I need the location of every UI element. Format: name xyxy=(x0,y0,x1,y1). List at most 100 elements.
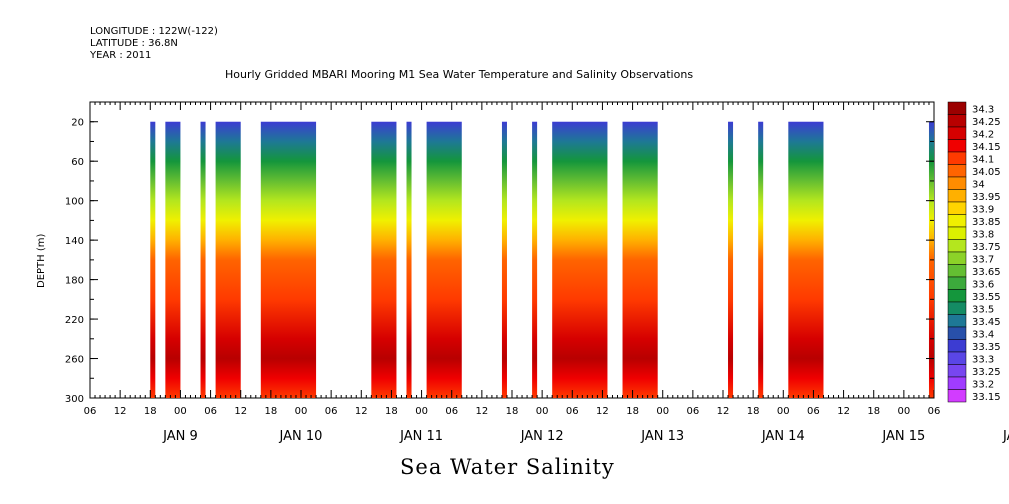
x-tick-label: 00 xyxy=(295,406,308,417)
colorbar-label: 34.25 xyxy=(972,117,1001,128)
colorbar-label: 33.2 xyxy=(972,380,994,391)
colorbar-label: 33.35 xyxy=(972,342,1001,353)
colorbar-swatch xyxy=(947,101,967,115)
colorbar-label: 33.3 xyxy=(972,355,994,366)
colorbar-swatch xyxy=(947,226,967,240)
x-tick-label: 12 xyxy=(234,406,247,417)
day-label: JAN 9 xyxy=(162,429,198,444)
data-segment xyxy=(260,121,317,398)
x-tick-label: 12 xyxy=(114,406,127,417)
colorbar-swatch xyxy=(947,139,967,153)
x-tick-label: 06 xyxy=(445,406,458,417)
colorbar-swatch xyxy=(947,326,967,340)
x-tick-label: 06 xyxy=(566,406,579,417)
colorbar-swatch xyxy=(947,164,967,178)
x-tick-label: 06 xyxy=(807,406,820,417)
x-tick-label: 00 xyxy=(536,406,549,417)
day-label: JAN 13 xyxy=(640,429,684,444)
x-tick-label: 12 xyxy=(717,406,730,417)
colorbar-swatch xyxy=(947,264,967,278)
colorbar-label: 33.95 xyxy=(972,192,1001,203)
x-tick-label: 00 xyxy=(415,406,428,417)
x-tick-label: 18 xyxy=(385,406,398,417)
x-tick-label: 00 xyxy=(174,406,187,417)
x-tick-label: 18 xyxy=(144,406,157,417)
data-segment xyxy=(426,121,462,398)
data-segment xyxy=(532,121,538,398)
colorbar-label: 34.2 xyxy=(972,130,994,141)
y-tick-label: 100 xyxy=(65,197,84,208)
x-tick-label: 00 xyxy=(897,406,910,417)
colorbar-swatch xyxy=(947,189,967,203)
x-tick-label: 06 xyxy=(325,406,338,417)
year-label: YEAR : 2011 xyxy=(90,50,152,61)
colorbar-swatch xyxy=(947,214,967,228)
colorbar-label: 33.15 xyxy=(972,392,1001,403)
colorbar-label: 33.4 xyxy=(972,330,994,341)
day-label: JAN 16 xyxy=(1002,429,1009,444)
colorbar-label: 33.5 xyxy=(972,305,994,316)
data-segment xyxy=(501,121,507,398)
data-segment xyxy=(728,121,734,398)
x-tick-label: 12 xyxy=(355,406,368,417)
x-axis-title: Sea Water Salinity xyxy=(400,455,615,479)
colorbar-label: 33.45 xyxy=(972,317,1001,328)
colorbar-swatch xyxy=(947,126,967,140)
x-tick-label: 12 xyxy=(475,406,488,417)
colorbar-swatch xyxy=(947,239,967,253)
x-tick-label: 12 xyxy=(596,406,609,417)
colorbar-label: 33.55 xyxy=(972,292,1001,303)
latitude-label: LATITUDE : 36.8N xyxy=(90,38,178,49)
colorbar-swatch xyxy=(947,289,967,303)
colorbar-swatch xyxy=(947,339,967,353)
y-tick-label: 140 xyxy=(65,236,84,247)
colorbar-label: 34 xyxy=(972,180,985,191)
colorbar-swatch xyxy=(947,314,967,328)
colorbar-swatch xyxy=(947,389,967,403)
x-tick-label: 00 xyxy=(656,406,669,417)
longitude-label: LONGITUDE : 122W(-122) xyxy=(90,26,218,37)
colorbar-swatch xyxy=(947,376,967,390)
day-label: JAN 15 xyxy=(881,429,925,444)
x-tick-label: 18 xyxy=(506,406,519,417)
colorbar-label: 34.3 xyxy=(972,105,994,116)
colorbar-label: 33.8 xyxy=(972,230,994,241)
y-tick-label: 300 xyxy=(65,394,84,405)
colorbar-label: 33.65 xyxy=(972,267,1001,278)
colorbar-swatch xyxy=(947,364,967,378)
x-tick-label: 18 xyxy=(747,406,760,417)
colorbar-label: 34.15 xyxy=(972,142,1001,153)
colorbar-swatch xyxy=(947,251,967,265)
y-tick-label: 20 xyxy=(71,118,84,129)
colorbar-label: 33.75 xyxy=(972,242,1001,253)
colorbar-label: 33.9 xyxy=(972,205,994,216)
y-tick-label: 260 xyxy=(65,355,84,366)
colorbar-swatch xyxy=(947,201,967,215)
y-tick-label: 60 xyxy=(71,157,84,168)
x-tick-label: 06 xyxy=(928,406,941,417)
x-tick-label: 18 xyxy=(867,406,880,417)
colorbar-label: 33.85 xyxy=(972,217,1001,228)
colorbar-swatch xyxy=(947,276,967,290)
x-tick-label: 06 xyxy=(204,406,217,417)
y-tick-label: 180 xyxy=(65,276,84,287)
data-segment xyxy=(552,121,608,398)
data-segment xyxy=(622,121,658,398)
colorbar-swatch xyxy=(947,176,967,190)
data-segment xyxy=(150,121,156,398)
x-tick-label: 00 xyxy=(777,406,790,417)
data-segment xyxy=(788,121,824,398)
day-label: JAN 12 xyxy=(520,429,564,444)
colorbar-swatch xyxy=(947,301,967,315)
colorbar-label: 34.05 xyxy=(972,167,1001,178)
day-label: JAN 11 xyxy=(399,429,443,444)
colorbar-swatch xyxy=(947,114,967,128)
day-label: JAN 10 xyxy=(279,429,323,444)
colorbar-label: 33.7 xyxy=(972,255,994,266)
data-segment xyxy=(200,121,206,398)
colorbar-swatch xyxy=(947,351,967,365)
chart-title: Hourly Gridded MBARI Mooring M1 Sea Wate… xyxy=(225,68,694,81)
x-tick-label: 12 xyxy=(837,406,850,417)
data-segment xyxy=(758,121,764,398)
